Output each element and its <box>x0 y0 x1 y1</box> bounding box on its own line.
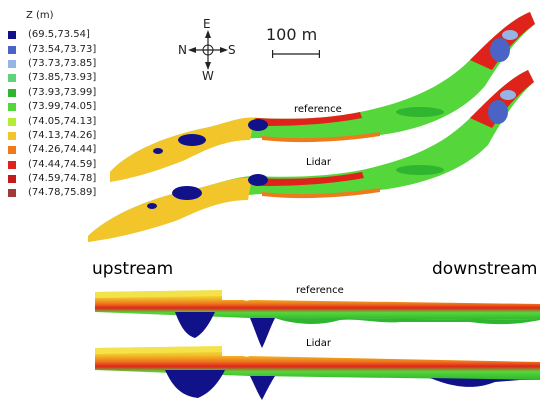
legend-label: (74.59,74.78] <box>28 173 97 185</box>
profile-reference <box>95 285 540 348</box>
compass-south: S <box>228 43 236 57</box>
legend-item: (73.54,73.73] <box>8 42 96 56</box>
legend-swatch <box>8 146 16 155</box>
compass-rose: E N S W <box>178 18 238 82</box>
legend-item: (74.05,74.13] <box>8 114 96 128</box>
downstream-label: downstream <box>432 259 537 279</box>
compass-north: N <box>178 43 187 57</box>
legend-label: (73.93,73.99] <box>28 86 97 98</box>
legend-swatch <box>8 31 16 40</box>
legend-swatch <box>8 59 16 68</box>
legend-swatch <box>8 103 16 112</box>
legend-item: (69.5,73.54] <box>8 28 96 42</box>
legend-title: Z (m) <box>26 10 54 21</box>
scale-bar: 100 m <box>266 25 320 58</box>
legend-label: (74.05,74.13] <box>28 115 97 127</box>
legend-swatch <box>8 117 16 126</box>
compass-east: E <box>203 17 211 31</box>
profile-reference-label: reference <box>296 285 344 296</box>
legend-item: (73.99,74.05] <box>8 100 96 114</box>
profile-lidar-label: Lidar <box>306 338 332 349</box>
profile-lidar <box>95 341 540 400</box>
legend-swatch <box>8 175 16 184</box>
legend-item: (74.59,74.78] <box>8 172 96 186</box>
scale-label: 100 m <box>266 25 318 44</box>
plan-reference-river <box>110 12 535 182</box>
legend-label: (73.54,73.73] <box>28 43 97 55</box>
legend-swatch <box>8 131 16 140</box>
legend-item: (74.26,74.44] <box>8 143 96 157</box>
legend-label: (73.85,73.93] <box>28 72 97 84</box>
compass-arrows-icon <box>188 30 228 70</box>
legend-item: (74.44,74.59] <box>8 158 96 172</box>
plan-reference-label: reference <box>294 104 342 115</box>
legend-swatch <box>8 45 16 54</box>
legend-label: (74.44,74.59] <box>28 158 97 170</box>
plan-lidar-river <box>88 70 534 242</box>
legend-swatch <box>8 160 16 169</box>
compass-west: W <box>202 69 214 83</box>
legend-item: (74.78,75.89] <box>8 186 96 200</box>
legend-label: (74.13,74.26] <box>28 129 97 141</box>
legend-swatch <box>8 74 16 83</box>
legend-label: (74.78,75.89] <box>28 187 97 199</box>
legend-item: (74.13,74.26] <box>8 129 96 143</box>
legend-item: (73.93,73.99] <box>8 86 96 100</box>
legend-label: (69.5,73.54] <box>28 29 90 41</box>
legend: (69.5,73.54] (73.54,73.73] (73.73,73.85] (7… <box>8 28 96 201</box>
legend-item: (73.73,73.85] <box>8 57 96 71</box>
legend-swatch <box>8 189 16 198</box>
scale-line <box>272 50 320 58</box>
legend-swatch <box>8 88 16 97</box>
upstream-label: upstream <box>92 259 173 279</box>
legend-item: (73.85,73.93] <box>8 71 96 85</box>
legend-label: (73.73,73.85] <box>28 57 97 69</box>
legend-label: (74.26,74.44] <box>28 144 97 156</box>
legend-label: (73.99,74.05] <box>28 101 97 113</box>
plan-lidar-label: Lidar <box>306 157 332 168</box>
